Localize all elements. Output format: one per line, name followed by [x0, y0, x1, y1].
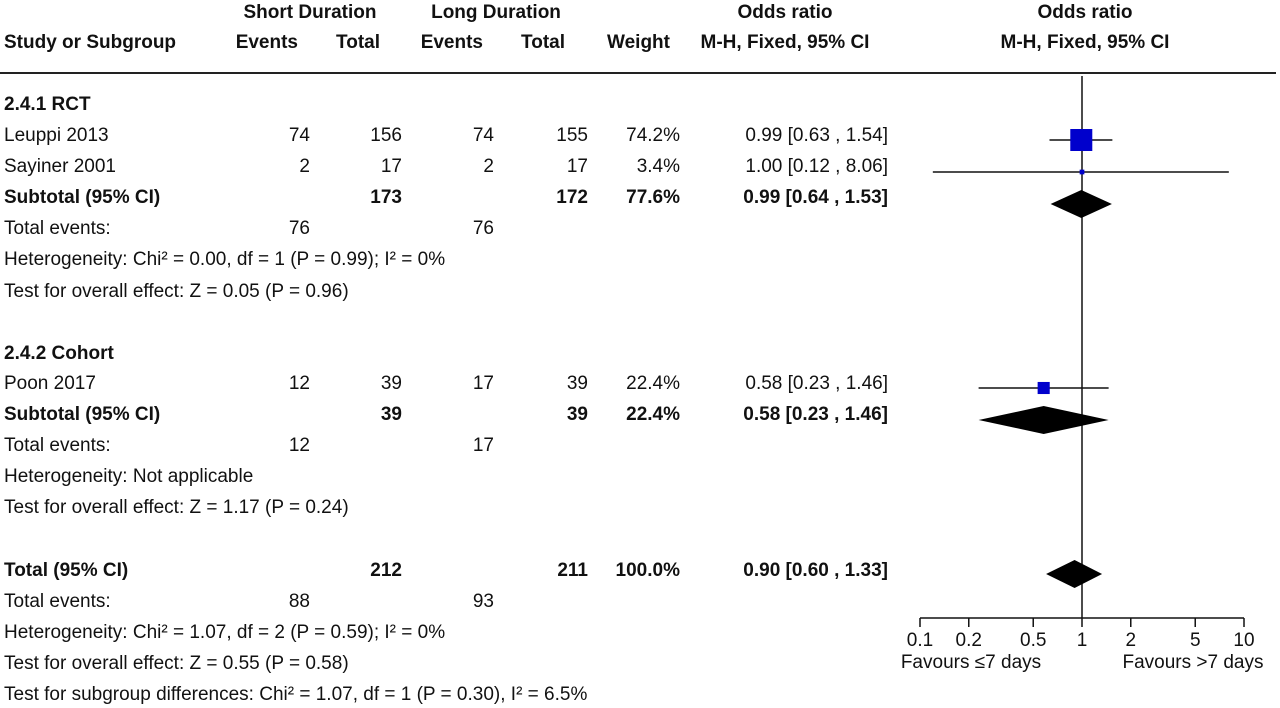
- events2-header: Events: [420, 32, 483, 53]
- events-long: 2: [483, 156, 494, 177]
- x-tick-label: 1: [1077, 630, 1088, 651]
- events1-header: Events: [235, 32, 298, 53]
- subtotal-odds-ratio: 0.58 [0.23 , 1.46]: [743, 404, 888, 425]
- heterogeneity-text: Heterogeneity: Chi² = 0.00, df = 1 (P = …: [4, 249, 446, 270]
- events-long: 17: [472, 373, 494, 394]
- overall-effect-text: Test for overall effect: Z = 1.17 (P = 0…: [4, 497, 349, 518]
- total-events-short: 88: [288, 591, 310, 612]
- group1-header: Short Duration: [243, 2, 377, 23]
- x-tick-label: 0.2: [956, 630, 982, 651]
- study-odds-ratio: 1.00 [0.12 , 8.06]: [745, 156, 888, 177]
- total-long: 39: [566, 373, 588, 394]
- total-short: 39: [380, 373, 402, 394]
- plot-method: M-H, Fixed, 95% CI: [1000, 32, 1170, 53]
- or-column-method: M-H, Fixed, 95% CI: [700, 32, 870, 53]
- total-events-long: 76: [472, 218, 494, 239]
- subtotal-total-long: 172: [556, 187, 588, 208]
- study-weight: 74.2%: [626, 125, 680, 146]
- study-odds-ratio: 0.99 [0.63 , 1.54]: [745, 125, 888, 146]
- study-column-header: Study or Subgroup: [4, 32, 177, 53]
- pooled-effect-diamond: [978, 406, 1109, 434]
- subgroup-title-rct: 2.4.1 RCT: [4, 94, 91, 115]
- favours-right-label: Favours >7 days: [1123, 652, 1264, 673]
- study-weight: 22.4%: [626, 373, 680, 394]
- total-events-long: 17: [472, 435, 494, 456]
- study-point-marker: [1037, 381, 1050, 395]
- overall-effect-text: Test for overall effect: Z = 0.05 (P = 0…: [4, 281, 349, 302]
- subtotal-weight: 22.4%: [626, 404, 680, 425]
- pooled-effect-diamond: [1050, 190, 1112, 218]
- total2-header: Total: [521, 32, 565, 53]
- heterogeneity-text: Heterogeneity: Chi² = 1.07, df = 2 (P = …: [4, 622, 446, 643]
- total-events-label: Total events:: [4, 591, 111, 612]
- study-weight: 3.4%: [636, 156, 680, 177]
- weight-header: Weight: [607, 32, 670, 53]
- study-name: Poon 2017: [4, 373, 96, 394]
- events-short: 12: [288, 373, 310, 394]
- study-name: Sayiner 2001: [4, 156, 116, 177]
- total-events-short: 76: [288, 218, 310, 239]
- subtotal-odds-ratio: 0.99 [0.64 , 1.53]: [743, 187, 888, 208]
- events-short: 74: [288, 125, 310, 146]
- subtotal-total-long: 39: [566, 404, 588, 425]
- x-tick-label: 2: [1125, 630, 1136, 651]
- header-rule: [0, 72, 1276, 74]
- subtotal-total-short: 173: [370, 187, 402, 208]
- group2-header: Long Duration: [431, 2, 561, 23]
- total-long: 17: [566, 156, 588, 177]
- subtotal-label: Subtotal (95% CI): [4, 404, 161, 425]
- study-name: Leuppi 2013: [4, 125, 109, 146]
- total-events-label: Total events:: [4, 218, 111, 239]
- total-weight: 100.0%: [615, 560, 680, 581]
- total-short: 17: [380, 156, 402, 177]
- or-column-title: Odds ratio: [737, 2, 833, 23]
- total-events-label: Total events:: [4, 435, 111, 456]
- subtotal-weight: 77.6%: [626, 187, 680, 208]
- pooled-effect-diamond: [1046, 560, 1103, 588]
- heterogeneity-text: Heterogeneity: Not applicable: [4, 466, 254, 487]
- subgroup-title-cohort: 2.4.2 Cohort: [4, 343, 114, 364]
- subgroup-differences-text: Test for subgroup differences: Chi² = 1.…: [4, 684, 588, 705]
- study-odds-ratio: 0.58 [0.23 , 1.46]: [745, 373, 888, 394]
- total-events-short: 12: [288, 435, 310, 456]
- favours-left-label: Favours ≤7 days: [901, 652, 1041, 673]
- x-tick-label: 0.5: [1020, 630, 1046, 651]
- x-tick-label: 10: [1233, 630, 1254, 651]
- plot-title: Odds ratio: [1037, 2, 1133, 23]
- subtotal-total-short: 39: [380, 404, 402, 425]
- x-tick-label: 0.1: [907, 630, 933, 651]
- total-label: Total (95% CI): [4, 560, 129, 581]
- overall-effect-text: Test for overall effect: Z = 0.55 (P = 0…: [4, 653, 349, 674]
- total-total-long: 211: [557, 560, 588, 581]
- x-tick-label: 5: [1190, 630, 1201, 651]
- events-short: 2: [299, 156, 310, 177]
- total-long: 155: [556, 125, 588, 146]
- total-total-short: 212: [370, 560, 402, 581]
- total-odds-ratio: 0.90 [0.60 , 1.33]: [743, 560, 888, 581]
- total-events-long: 93: [472, 591, 494, 612]
- total-short: 156: [370, 125, 402, 146]
- events-long: 74: [472, 125, 494, 146]
- subtotal-label: Subtotal (95% CI): [4, 187, 161, 208]
- total1-header: Total: [336, 32, 380, 53]
- study-point-marker: [1070, 129, 1093, 151]
- study-point-marker: [1079, 169, 1085, 175]
